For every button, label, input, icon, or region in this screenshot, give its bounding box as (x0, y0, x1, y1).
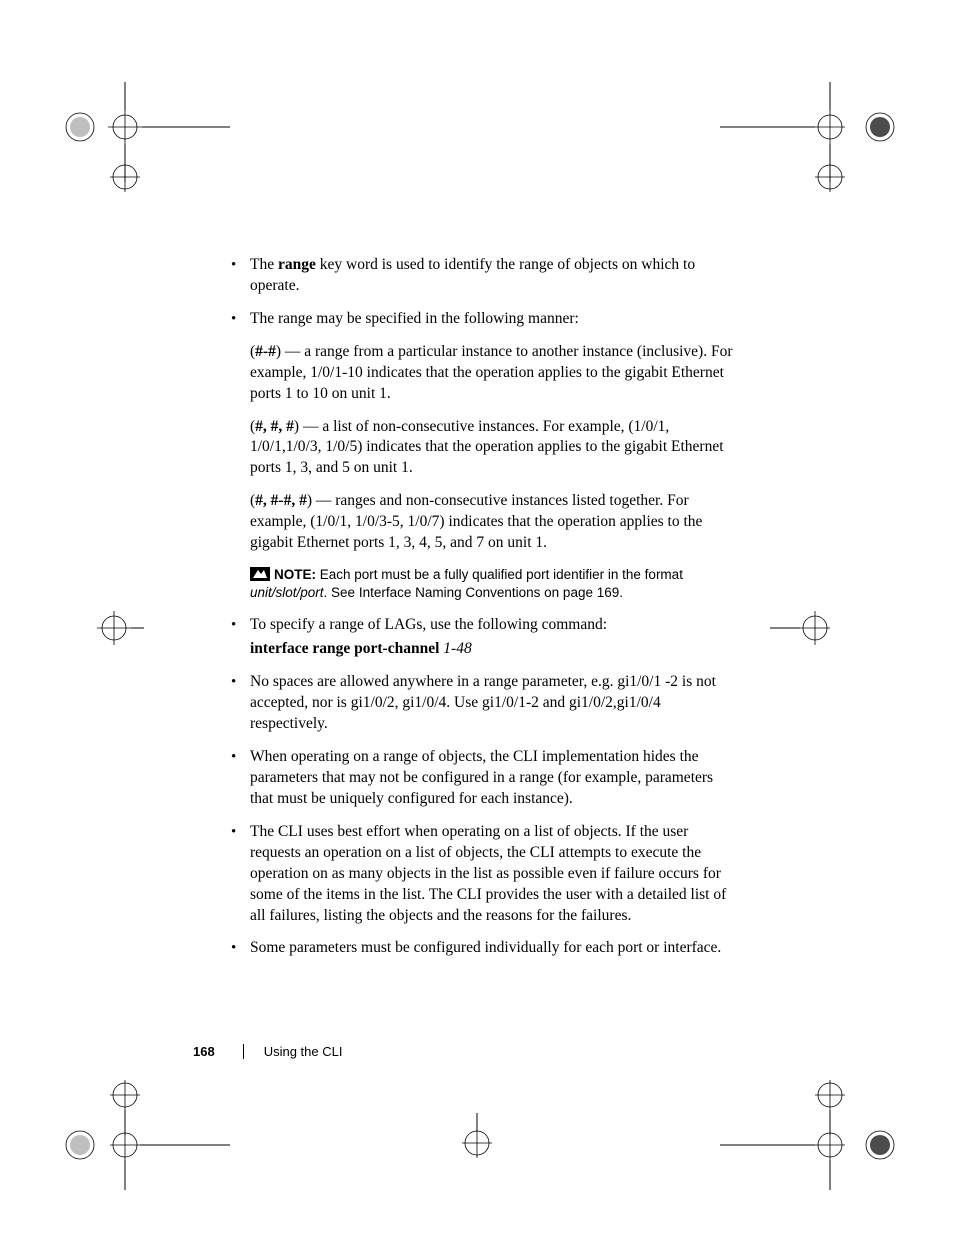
page-footer: 168 Using the CLI (193, 1044, 342, 1059)
note-label: NOTE: (274, 567, 316, 582)
crop-mark-icon (60, 82, 230, 192)
list-item: When operating on a range of objects, th… (225, 747, 735, 810)
list-item: The range key word is used to identify t… (225, 255, 735, 297)
text: key word is used to identify the range o… (250, 256, 695, 294)
page-number: 168 (193, 1044, 215, 1059)
text: ) — a range from a particular instance t… (250, 343, 733, 402)
sub-paragraph: (#, #-#, #) — ranges and non-consecutive… (250, 491, 735, 554)
list-item: To specify a range of LAGs, use the foll… (225, 615, 735, 661)
list-item: No spaces are allowed anywhere in a rang… (225, 672, 735, 735)
text: ) — a list of non-consecutive instances.… (250, 418, 724, 477)
crop-mark-icon (84, 608, 144, 648)
page-content: The range key word is used to identify t… (225, 255, 735, 971)
range-syntax: #-# (255, 343, 276, 360)
text: The CLI uses best effort when operating … (250, 823, 726, 924)
sub-paragraph: (#-#) — a range from a particular instan… (250, 342, 735, 405)
text: The (250, 256, 278, 273)
crop-mark-icon (720, 1080, 900, 1190)
crop-mark-icon (770, 608, 850, 648)
range-syntax: #, #, # (255, 418, 294, 435)
note-icon (250, 567, 270, 581)
text: When operating on a range of objects, th… (250, 748, 713, 807)
bullet-list: The range key word is used to identify t… (225, 255, 735, 959)
footer-divider (243, 1044, 244, 1059)
text: Some parameters must be configured indiv… (250, 939, 721, 956)
range-syntax: #, #-#, # (255, 492, 307, 509)
note-text: Each port must be a fully qualified port… (316, 567, 683, 582)
command-bold: interface range port-channel (250, 640, 439, 657)
note-text: . See Interface Naming Conventions on pa… (324, 585, 623, 600)
sub-paragraph: (#, #, #) — a list of non-consecutive in… (250, 417, 735, 480)
text: No spaces are allowed anywhere in a rang… (250, 673, 716, 732)
crop-mark-icon (60, 1080, 230, 1190)
list-item: The range may be specified in the follow… (225, 309, 735, 603)
crop-mark-icon (720, 82, 900, 192)
note-format: unit/slot/port (250, 585, 324, 600)
list-item: Some parameters must be configured indiv… (225, 938, 735, 959)
text: ) — ranges and non-consecutive instances… (250, 492, 702, 551)
command-line: interface range port-channel 1-48 (250, 639, 735, 660)
text: To specify a range of LAGs, use the foll… (250, 616, 607, 633)
range-keyword: range (278, 256, 316, 273)
crop-mark-icon (427, 1113, 527, 1163)
list-item: The CLI uses best effort when operating … (225, 822, 735, 927)
note-block: NOTE: Each port must be a fully qualifie… (250, 566, 735, 602)
command-arg: 1-48 (439, 640, 471, 657)
text: The range may be specified in the follow… (250, 310, 579, 327)
section-title: Using the CLI (264, 1044, 343, 1059)
